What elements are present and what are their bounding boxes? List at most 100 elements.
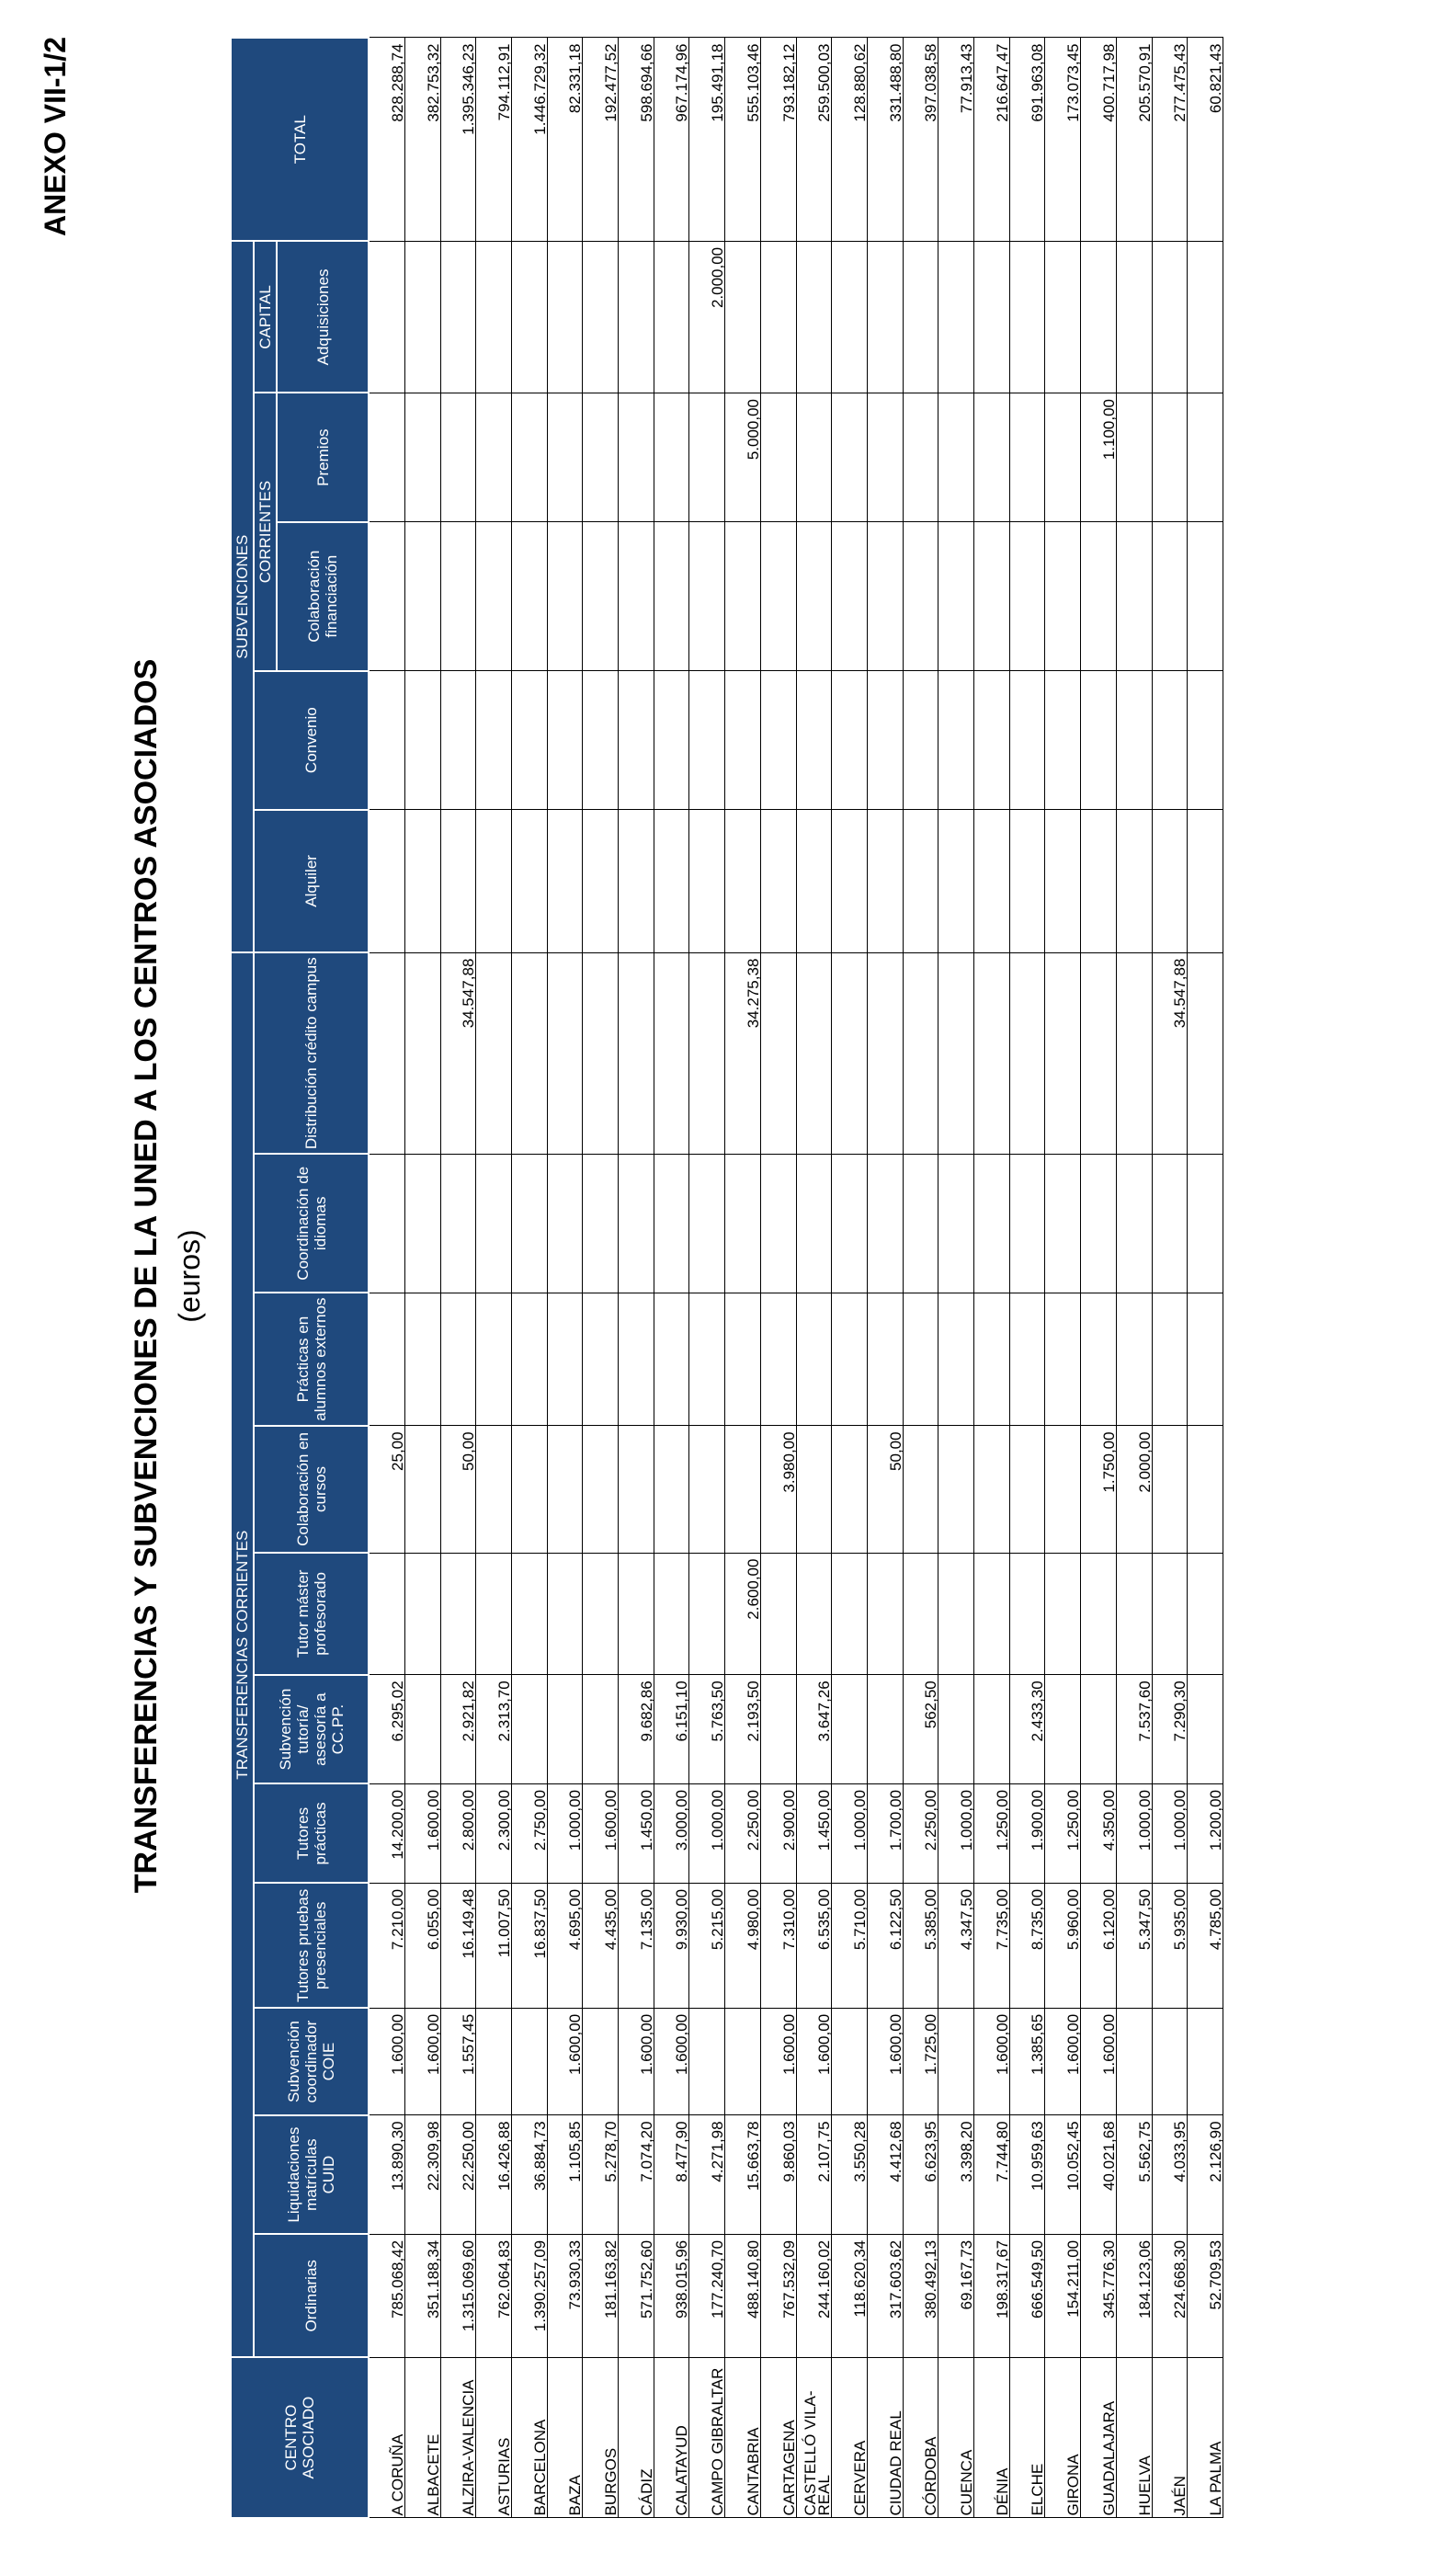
value-cell xyxy=(867,1293,904,1426)
table-row: CÁDIZ 571.752,60 7.074,20 1.600,00 7.135,00 1… xyxy=(618,38,654,2518)
value-cell xyxy=(1152,2008,1188,2115)
value-cell xyxy=(760,809,797,953)
value-cell: 1.000,00 xyxy=(1152,1783,1188,1884)
value-cell: 1.250,00 xyxy=(1044,1783,1081,1884)
value-cell: 380.492,13 xyxy=(903,2234,938,2358)
header-col-campus: Distribución crédito campus xyxy=(254,952,369,1155)
header-col-idiomas: Coordinación de idiomas xyxy=(254,1154,369,1293)
value-cell: 7.135,00 xyxy=(618,1883,654,2009)
value-cell xyxy=(903,809,938,953)
value-cell xyxy=(1187,1154,1223,1293)
value-cell xyxy=(618,1553,654,1675)
value-cell xyxy=(1009,1293,1045,1426)
value-cell xyxy=(867,809,904,953)
header-col-master: Tutor máster profesorado xyxy=(254,1553,369,1675)
value-cell xyxy=(831,952,868,1155)
value-cell xyxy=(831,1425,868,1554)
total-cell: 82.331,18 xyxy=(547,38,583,242)
value-cell xyxy=(760,1293,797,1426)
value-cell xyxy=(973,241,1010,393)
value-cell: 1.600,00 xyxy=(369,2008,405,2115)
value-cell xyxy=(903,1425,938,1554)
value-cell xyxy=(582,521,619,671)
header-col-adquisiciones: Adquisiciones xyxy=(277,241,369,393)
value-cell xyxy=(582,952,619,1155)
value-cell xyxy=(618,952,654,1155)
value-cell xyxy=(440,809,476,953)
value-cell xyxy=(831,670,868,810)
value-cell xyxy=(1152,1553,1188,1675)
value-cell: 1.105,85 xyxy=(547,2114,583,2235)
value-cell: 15.663,78 xyxy=(724,2114,761,2235)
value-cell xyxy=(688,1293,725,1426)
value-cell: 2.921,82 xyxy=(440,1674,476,1784)
value-cell: 1.900,00 xyxy=(1009,1783,1045,1884)
value-cell xyxy=(796,241,832,393)
value-cell: 1.450,00 xyxy=(796,1783,832,1884)
value-cell xyxy=(1009,521,1045,671)
total-cell: 794.112,91 xyxy=(475,38,512,242)
table-row: GIRONA 154.211,00 10.052,45 1.600,00 5.960,0… xyxy=(1044,38,1081,2518)
value-cell: 1.600,00 xyxy=(618,2008,654,2115)
value-cell: 50,00 xyxy=(867,1425,904,1554)
centro-name-cell: CASTELLÓ VILA-REAL xyxy=(796,2357,832,2518)
value-cell: 3.647,26 xyxy=(796,1674,832,1784)
value-cell: 2.250,00 xyxy=(903,1783,938,1884)
value-cell: 2.193,50 xyxy=(724,1674,761,1784)
value-cell: 1.700,00 xyxy=(867,1783,904,1884)
value-cell: 9.860,03 xyxy=(760,2114,797,2235)
value-cell: 2.000,00 xyxy=(688,241,725,393)
value-cell: 11.007,50 xyxy=(475,1883,512,2009)
value-cell: 1.000,00 xyxy=(1116,1783,1153,1884)
table-row: HUELVA 184.123,06 5.562,75 5.347,50 1.000,00… xyxy=(1116,38,1153,2518)
value-cell xyxy=(475,1154,512,1293)
value-cell: 1.600,00 xyxy=(404,2008,441,2115)
value-cell xyxy=(1080,241,1117,393)
value-cell xyxy=(760,952,797,1155)
value-cell xyxy=(440,1154,476,1293)
value-cell xyxy=(654,241,689,393)
value-cell xyxy=(369,809,405,953)
header-subvenciones: SUBVENCIONES xyxy=(231,241,254,953)
table-row: LA PALMA 52.709,53 2.126,90 4.785,00 1.200,0… xyxy=(1187,38,1223,2518)
value-cell: 7.074,20 xyxy=(618,2114,654,2235)
total-cell: 77.913,43 xyxy=(938,38,974,242)
value-cell: 36.884,73 xyxy=(511,2114,548,2235)
value-cell xyxy=(1080,952,1117,1155)
value-cell xyxy=(440,393,476,522)
value-cell: 244.160,02 xyxy=(796,2234,832,2358)
value-cell xyxy=(1187,2008,1223,2115)
centro-name-cell: CALATAYUD xyxy=(654,2357,689,2518)
value-cell: 3.980,00 xyxy=(760,1425,797,1554)
value-cell xyxy=(1009,1425,1045,1554)
value-cell: 2.000,00 xyxy=(1116,1425,1153,1554)
value-cell xyxy=(1009,393,1045,522)
value-cell: 2.900,00 xyxy=(760,1783,797,1884)
value-cell xyxy=(582,1674,619,1784)
value-cell xyxy=(724,809,761,953)
value-cell: 14.200,00 xyxy=(369,1783,405,1884)
value-cell xyxy=(618,670,654,810)
table-row: DÉNIA 198.317,67 7.744,80 1.600,00 7.735,00 1… xyxy=(973,38,1010,2518)
value-cell xyxy=(938,1154,974,1293)
total-cell: 967.174,96 xyxy=(654,38,689,242)
table-row: JAÉN 224.668,30 4.033,95 5.935,00 1.000,00 7.… xyxy=(1152,38,1188,2518)
value-cell xyxy=(582,1553,619,1675)
value-cell: 1.600,00 xyxy=(973,2008,1010,2115)
value-cell xyxy=(1187,670,1223,810)
value-cell xyxy=(1009,1154,1045,1293)
value-cell: 2.107,75 xyxy=(796,2114,832,2235)
value-cell xyxy=(1044,1425,1081,1554)
value-cell: 1.600,00 xyxy=(547,2008,583,2115)
value-cell: 1.557,45 xyxy=(440,2008,476,2115)
value-cell xyxy=(475,241,512,393)
value-cell: 4.350,00 xyxy=(1080,1783,1117,1884)
value-cell xyxy=(654,670,689,810)
value-cell xyxy=(831,1553,868,1675)
value-cell xyxy=(440,670,476,810)
value-cell xyxy=(618,393,654,522)
value-cell xyxy=(618,521,654,671)
value-cell xyxy=(1044,393,1081,522)
value-cell xyxy=(369,952,405,1155)
value-cell xyxy=(618,1154,654,1293)
